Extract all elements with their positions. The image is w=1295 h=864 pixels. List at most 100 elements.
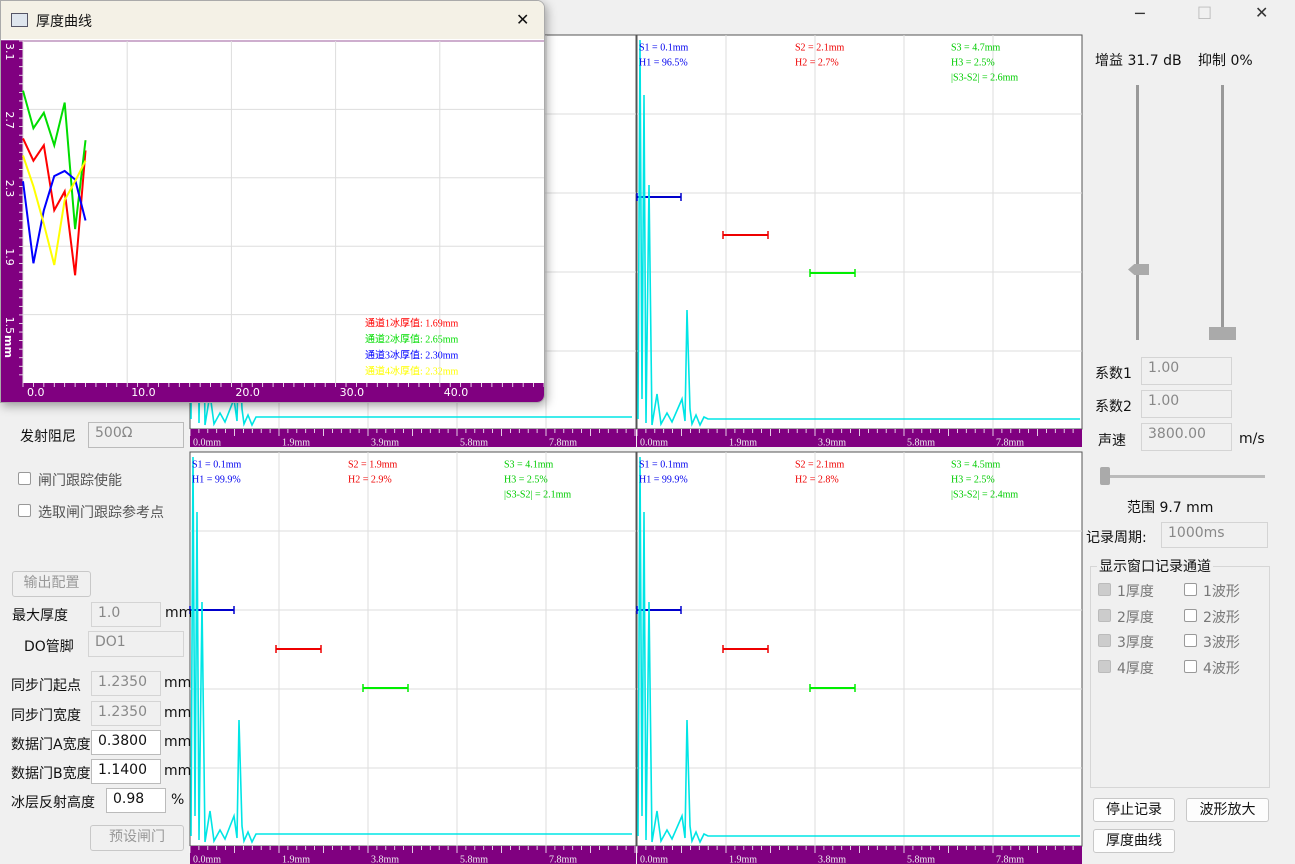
panel-readout: |S3-S2| = 2.6mm xyxy=(951,72,1018,83)
panel-readout: |S3-S2| = 2.4mm xyxy=(951,489,1018,500)
panel-axis-label: 1.9mm xyxy=(729,854,757,864)
y-tick-label: 2.7 xyxy=(3,111,16,128)
input[interactable]: 1.1400 xyxy=(91,759,161,784)
popup-title: 厚度曲线 xyxy=(36,14,92,30)
checkbox-label[interactable]: 2波形 xyxy=(1203,609,1240,626)
panel-readout: H3 = 2.5% xyxy=(504,474,548,485)
x-tick-label: 10.0 xyxy=(131,386,156,399)
input[interactable]: 1.00 xyxy=(1141,357,1232,385)
panel-readout: H1 = 96.5% xyxy=(639,57,688,68)
field-label: 声速 xyxy=(1098,433,1126,449)
panel-axis-label: 3.8mm xyxy=(818,854,846,864)
field-label: 发射阻尼 xyxy=(20,429,76,445)
field-label: 系数2 xyxy=(1095,399,1132,415)
button[interactable]: 波形放大 xyxy=(1186,798,1269,822)
checkbox-label[interactable]: 4厚度 xyxy=(1117,660,1154,677)
checkbox-label[interactable]: 4波形 xyxy=(1203,660,1240,677)
input[interactable]: 1.2350 xyxy=(91,701,161,726)
panel-readout: S1 = 0.1mm xyxy=(192,459,241,470)
x-tick-label: 0.0 xyxy=(27,386,45,399)
button[interactable]: 厚度曲线 xyxy=(1093,829,1175,853)
field-label: 记录周期: xyxy=(1086,530,1147,546)
y-axis-strip xyxy=(1,41,23,401)
field-unit: mm xyxy=(164,734,192,750)
slider-handle[interactable] xyxy=(1100,467,1110,485)
close-button[interactable]: ✕ xyxy=(1255,3,1269,22)
panel-readout: S1 = 0.1mm xyxy=(639,42,688,53)
panel-plot xyxy=(189,451,637,847)
checkbox[interactable] xyxy=(1184,659,1197,673)
panel-readout: S2 = 2.1mm xyxy=(795,42,844,53)
panel-axis-label: 0.0mm xyxy=(193,854,221,864)
input[interactable]: 0.3800 xyxy=(91,730,161,755)
field-unit: mm xyxy=(165,605,193,621)
checkbox[interactable] xyxy=(18,472,31,485)
panel-axis-label: 7.8mm xyxy=(996,437,1024,448)
checkbox-label[interactable]: 2厚度 xyxy=(1117,609,1154,626)
slider-track xyxy=(1221,85,1224,340)
panel-axis-label: 0.0mm xyxy=(193,437,221,448)
checkbox[interactable] xyxy=(1098,634,1111,647)
y-tick-label: 1.9 xyxy=(3,248,16,266)
maximize-button[interactable]: □ xyxy=(1197,2,1213,21)
panel-readout: S3 = 4.5mm xyxy=(951,459,1000,470)
checkbox[interactable] xyxy=(18,504,31,517)
combo-box[interactable]: 500Ω xyxy=(88,422,184,448)
panel-axis-label: 0.0mm xyxy=(640,437,668,448)
button[interactable]: 输出配置 xyxy=(12,571,91,597)
checkbox-label[interactable]: 选取闸门跟踪参考点 xyxy=(38,505,164,521)
series-line xyxy=(22,138,87,276)
panel-readout: H1 = 99.9% xyxy=(639,474,688,485)
series-line xyxy=(22,155,87,266)
minimize-button[interactable]: ─ xyxy=(1135,4,1145,23)
slider-handle[interactable] xyxy=(1209,327,1236,340)
checkbox[interactable] xyxy=(1098,608,1111,622)
field-unit: mm xyxy=(164,705,192,721)
input[interactable]: 1.0 xyxy=(91,602,161,627)
field-label: 同步门起点 xyxy=(11,678,81,694)
combo-box[interactable]: DO1 xyxy=(88,631,184,657)
popup-titlebar xyxy=(1,1,544,39)
checkbox-label[interactable]: 1波形 xyxy=(1203,584,1240,600)
panel-readout: S1 = 0.1mm xyxy=(639,459,688,470)
checkbox[interactable] xyxy=(1184,583,1197,596)
x-tick-label: 40.0 xyxy=(444,386,469,399)
panel-readout: H3 = 2.5% xyxy=(951,474,995,485)
button[interactable]: 预设闸门 xyxy=(90,825,184,851)
input[interactable]: 1.00 xyxy=(1141,390,1232,418)
slider-handle[interactable] xyxy=(1128,264,1149,275)
input[interactable]: 3800.00 xyxy=(1141,423,1232,451)
panel-axis xyxy=(637,429,1082,447)
checkbox[interactable] xyxy=(1184,634,1197,647)
panel-axis-label: 0.0mm xyxy=(640,854,668,864)
panel-axis-label: 3.9mm xyxy=(818,437,846,448)
checkbox[interactable] xyxy=(1098,659,1111,673)
panel-axis-label: 5.8mm xyxy=(907,854,935,864)
waveform xyxy=(190,456,632,844)
checkbox-label[interactable]: 1厚度 xyxy=(1117,584,1154,600)
panel-plot xyxy=(636,34,1083,430)
panel-readout: H2 = 2.7% xyxy=(795,57,839,68)
panel-axis xyxy=(190,846,636,864)
field-unit: m/s xyxy=(1239,431,1265,447)
gain-label: 增益 31.7 dB xyxy=(1095,53,1182,69)
panel-axis-label: 3.9mm xyxy=(371,437,399,448)
checkbox-label[interactable]: 3厚度 xyxy=(1117,635,1154,651)
button[interactable]: 停止记录 xyxy=(1093,798,1175,822)
x-axis-strip xyxy=(1,383,544,402)
checkbox-label[interactable]: 3波形 xyxy=(1203,635,1240,651)
combo-box[interactable]: 1000ms xyxy=(1161,522,1268,548)
checkbox[interactable] xyxy=(1184,608,1197,622)
panel-axis-label: 5.8mm xyxy=(907,437,935,448)
panel-readout: H2 = 2.9% xyxy=(348,474,392,485)
input[interactable]: 0.98 xyxy=(106,788,166,813)
field-unit: mm xyxy=(164,675,192,691)
checkbox[interactable] xyxy=(1098,583,1111,596)
input[interactable]: 1.2350 xyxy=(91,671,161,696)
checkbox-label[interactable]: 闸门跟踪使能 xyxy=(38,473,122,489)
panel-axis-label: 3.8mm xyxy=(371,854,399,864)
popup-close[interactable]: ✕ xyxy=(516,10,530,29)
readout: 通道4冰厚值: 2.32mm xyxy=(365,364,459,377)
y-unit: mm xyxy=(2,335,15,358)
